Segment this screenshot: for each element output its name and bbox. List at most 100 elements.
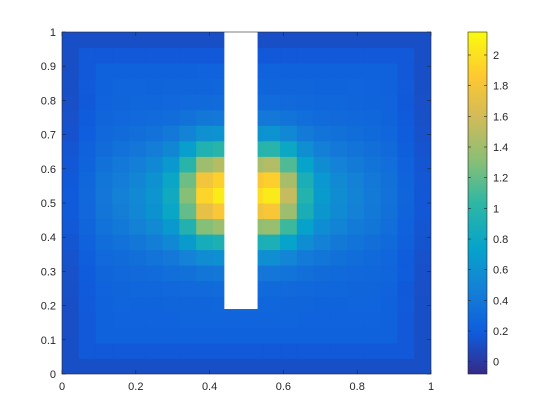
heatmap-cell [62, 265, 80, 282]
heatmap-cell [414, 187, 431, 204]
heatmap-cell [313, 156, 331, 173]
heatmap-cell [145, 311, 164, 328]
heatmap-cell [347, 296, 365, 313]
heatmap-cell [179, 280, 197, 297]
heatmap-cell [129, 94, 147, 111]
heatmap-cell [263, 78, 281, 95]
heatmap-cell [263, 203, 281, 220]
heatmap-cell [414, 32, 431, 49]
heatmap-cell [296, 78, 315, 95]
heatmap-cell [78, 109, 97, 126]
heatmap-cell [145, 296, 164, 313]
heatmap-cell [78, 327, 97, 344]
heatmap-cell [196, 234, 214, 251]
heatmap-cell [330, 140, 348, 157]
colorbar-tick-label: 1.2 [493, 173, 508, 185]
heatmap-cell [397, 47, 415, 64]
heatmap-cell [78, 47, 97, 64]
heatmap-cell [397, 342, 415, 359]
heatmap-cell [179, 296, 197, 313]
masked-slot [224, 32, 258, 310]
heatmap-cell [263, 187, 281, 204]
colorbar-axis: 0 0.2 0.4 0.6 0.8 1 1.2 1.4 1.6 1.8 2 [468, 50, 508, 369]
heatmap-cell [95, 109, 113, 126]
colorbar-tick-label: 1.6 [493, 111, 508, 123]
heatmap-cell [280, 32, 298, 49]
heatmap-cell [145, 327, 164, 344]
y-axis: 0 0.1 0.2 0.3 0.4 0.5 0.6 0.7 0.8 0.9 1 [41, 27, 431, 381]
heatmap-cell [246, 342, 264, 359]
y-tick-label: 0.8 [41, 95, 56, 107]
heatmap-cell [263, 94, 281, 111]
heatmap-cell [78, 358, 97, 374]
x-tick-label: 0.2 [128, 381, 143, 393]
heatmap-cell [179, 358, 197, 374]
heatmap-cell [380, 327, 398, 344]
heatmap-cell [347, 32, 365, 49]
heatmap-cell [296, 280, 315, 297]
heatmap-cell [112, 280, 130, 297]
heatmap-cell [129, 156, 147, 173]
heatmap-cell [330, 327, 348, 344]
heatmap-cell [380, 280, 398, 297]
heatmap-cell [112, 156, 130, 173]
heatmap-cell [414, 265, 431, 282]
heatmap-cell [414, 342, 431, 359]
heatmap-cell [347, 280, 365, 297]
heatmap-cell [263, 125, 281, 142]
heatmap-cell [280, 311, 298, 328]
heatmap-cell [78, 63, 97, 80]
heatmap-cell [363, 327, 382, 344]
y-tick-label: 0.6 [41, 164, 56, 176]
heatmap-cell [112, 218, 130, 235]
colorbar-tick-label: 0.6 [493, 265, 508, 277]
heatmap-cell [62, 203, 80, 220]
heatmap-cell [280, 327, 298, 344]
heatmap-cell [263, 63, 281, 80]
heatmap-cell [296, 63, 315, 80]
heatmap-cell [129, 296, 147, 313]
heatmap-cell [347, 187, 365, 204]
heatmap-cell [397, 249, 415, 266]
heatmap-cell [62, 327, 80, 344]
heatmap-cell [363, 47, 382, 64]
heatmap-cell [112, 234, 130, 251]
heatmap-cell [380, 203, 398, 220]
heatmap-cell [380, 234, 398, 251]
heatmap-cell [196, 327, 214, 344]
heatmap-cell [296, 156, 315, 173]
heatmap-cell [330, 171, 348, 188]
heatmap-cell [62, 156, 80, 173]
heatmap-cell [179, 94, 197, 111]
heatmap-cell [162, 265, 180, 282]
heatmap-cell [196, 171, 214, 188]
heatmap-cell [330, 125, 348, 142]
heatmap-cell [414, 218, 431, 235]
heatmap-cell [78, 171, 97, 188]
heatmap-cell [78, 342, 97, 359]
heatmap-cell [280, 203, 298, 220]
heatmap-cell [380, 296, 398, 313]
heatmap-cell [62, 358, 80, 374]
heatmap-cell [95, 156, 113, 173]
heatmap-cell [313, 78, 331, 95]
heatmap-cell [363, 280, 382, 297]
heatmap-cell [162, 63, 180, 80]
heatmap-cell [280, 78, 298, 95]
heatmap-cell [380, 358, 398, 374]
x-axis: 0 0.2 0.4 0.6 0.8 1 [59, 32, 434, 393]
heatmap-cell [179, 109, 197, 126]
heatmap-cell [162, 78, 180, 95]
heatmap-cell [179, 327, 197, 344]
heatmap-cell [380, 265, 398, 282]
x-tick-label: 0.4 [202, 381, 217, 393]
heatmap-cell [330, 280, 348, 297]
heatmap-cell [129, 249, 147, 266]
heatmap-cell [414, 94, 431, 111]
heatmap-cell [263, 234, 281, 251]
heatmap-cell [280, 187, 298, 204]
heatmap-cell [280, 47, 298, 64]
heatmap-cell [414, 109, 431, 126]
heatmap-cell [363, 32, 382, 49]
heatmap-cell [380, 94, 398, 111]
